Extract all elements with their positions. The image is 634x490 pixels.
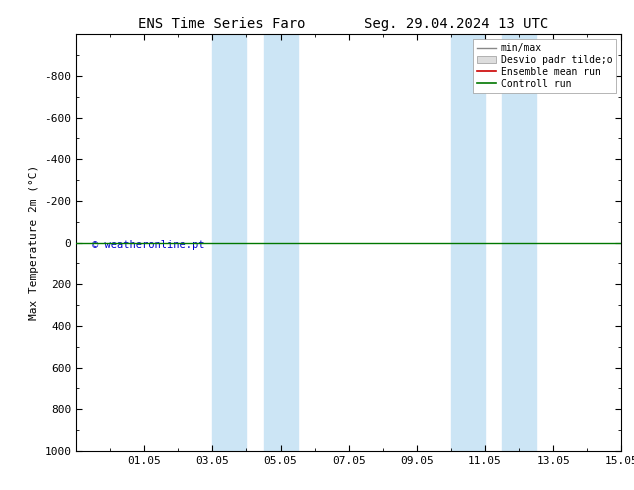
Legend: min/max, Desvio padr tilde;o, Ensemble mean run, Controll run: min/max, Desvio padr tilde;o, Ensemble m… xyxy=(473,39,616,93)
Bar xyxy=(212,34,247,451)
Bar xyxy=(451,34,485,451)
Text: ENS Time Series Faro: ENS Time Series Faro xyxy=(138,17,306,31)
Text: © weatheronline.pt: © weatheronline.pt xyxy=(93,240,205,249)
Text: Seg. 29.04.2024 13 UTC: Seg. 29.04.2024 13 UTC xyxy=(365,17,548,31)
Bar xyxy=(264,34,297,451)
Y-axis label: Max Temperature 2m (°C): Max Temperature 2m (°C) xyxy=(29,165,39,320)
Bar xyxy=(502,34,536,451)
